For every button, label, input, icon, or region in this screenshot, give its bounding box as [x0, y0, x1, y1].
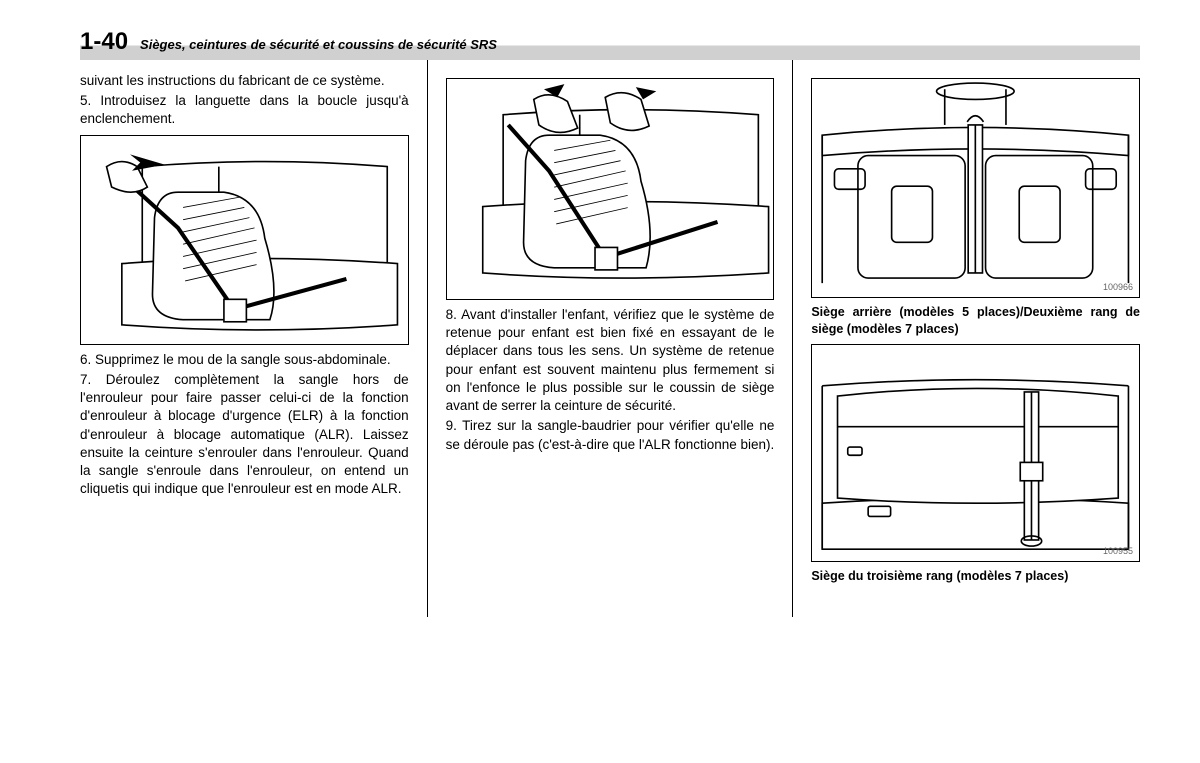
- column-divider: [792, 60, 793, 617]
- figure-caption: Siège du troisième rang (modèles 7 place…: [811, 568, 1140, 585]
- figure-third-row-seat: 100955: [811, 344, 1140, 562]
- step-8: 8. Avant d'installer l'enfant, vérifiez …: [446, 306, 775, 415]
- figure-rear-seat-5-7: 100966: [811, 78, 1140, 298]
- column-3: 100966 Siège arrière (modèles 5 places)/…: [811, 72, 1140, 587]
- step-5: 5. Introduisez la languette dans la bouc…: [80, 92, 409, 128]
- page-number: 1-40: [80, 28, 130, 56]
- figure-id: 100966: [1103, 281, 1133, 293]
- figure-child-seat-check: [446, 78, 775, 300]
- column-divider: [427, 60, 428, 617]
- step-9: 9. Tirez sur la sangle-baudrier pour vér…: [446, 417, 775, 453]
- content-columns: suivant les instructions du fabricant de…: [80, 72, 1140, 587]
- child-seat-latch-illustration: [81, 136, 408, 340]
- third-row-seat-illustration: [812, 345, 1139, 557]
- figure-id: 100955: [1103, 545, 1133, 557]
- step-6: 6. Supprimez le mou de la sangle sous-ab…: [80, 351, 409, 369]
- figure-caption: Siège arrière (modèles 5 places)/Deuxièm…: [811, 304, 1140, 338]
- column-2: 8. Avant d'installer l'enfant, vérifiez …: [446, 72, 775, 456]
- manual-page: 1-40 Sièges, ceintures de sécurité et co…: [0, 0, 1200, 607]
- section-title: Sièges, ceintures de sécurité et coussin…: [140, 37, 497, 54]
- rear-seat-illustration: [812, 79, 1139, 293]
- text-paragraph: suivant les instructions du fabricant de…: [80, 72, 409, 90]
- figure-child-seat-latch: [80, 135, 409, 345]
- step-7: 7. Déroulez complètement la sangle hors …: [80, 371, 409, 499]
- column-1: suivant les instructions du fabricant de…: [80, 72, 409, 500]
- child-seat-check-illustration: [447, 79, 774, 293]
- page-header: 1-40 Sièges, ceintures de sécurité et co…: [80, 28, 1140, 60]
